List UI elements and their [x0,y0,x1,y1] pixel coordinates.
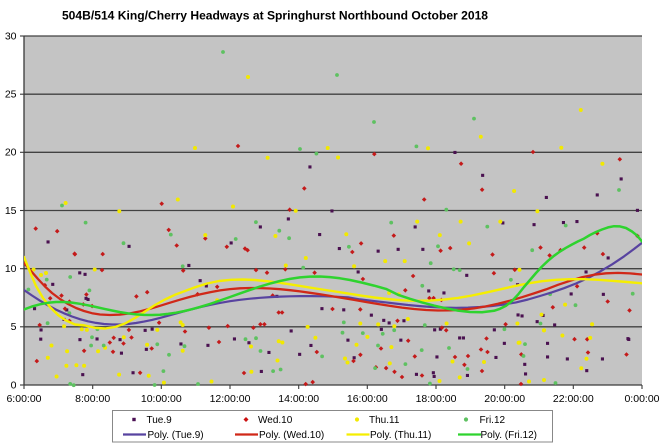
svg-text:10: 10 [5,263,17,275]
svg-text:Tue.9: Tue.9 [147,415,173,426]
svg-text:Thu.11: Thu.11 [369,415,400,426]
svg-text:504B/514 King/Cherry Headways: 504B/514 King/Cherry Headways at Springh… [62,9,488,23]
svg-text:Wed.10: Wed.10 [258,415,293,426]
svg-text:12:00:00: 12:00:00 [210,393,251,405]
svg-text:20:00:00: 20:00:00 [484,393,525,405]
svg-text:0:00:00: 0:00:00 [624,393,659,405]
svg-text:10:00:00: 10:00:00 [141,393,182,405]
svg-text:18:00:00: 18:00:00 [416,393,457,405]
svg-text:30: 30 [5,30,17,42]
svg-text:15: 15 [5,205,17,217]
svg-text:16:00:00: 16:00:00 [347,393,388,405]
svg-text:0: 0 [11,379,17,391]
svg-text:Fri.12: Fri.12 [480,415,506,426]
svg-text:20: 20 [5,147,17,159]
svg-text:6:00:00: 6:00:00 [6,393,41,405]
svg-text:25: 25 [5,88,17,100]
svg-text:14:00:00: 14:00:00 [278,393,319,405]
svg-text:8:00:00: 8:00:00 [75,393,110,405]
svg-text:Poly. (Fri.12): Poly. (Fri.12) [481,430,538,441]
svg-text:22:00:00: 22:00:00 [553,393,594,405]
svg-text:Poly. (Tue.9): Poly. (Tue.9) [148,430,204,441]
svg-text:5: 5 [11,321,17,333]
svg-text:Poly. (Wed.10): Poly. (Wed.10) [259,430,324,441]
svg-text:Poly. (Thu.11): Poly. (Thu.11) [370,430,431,441]
